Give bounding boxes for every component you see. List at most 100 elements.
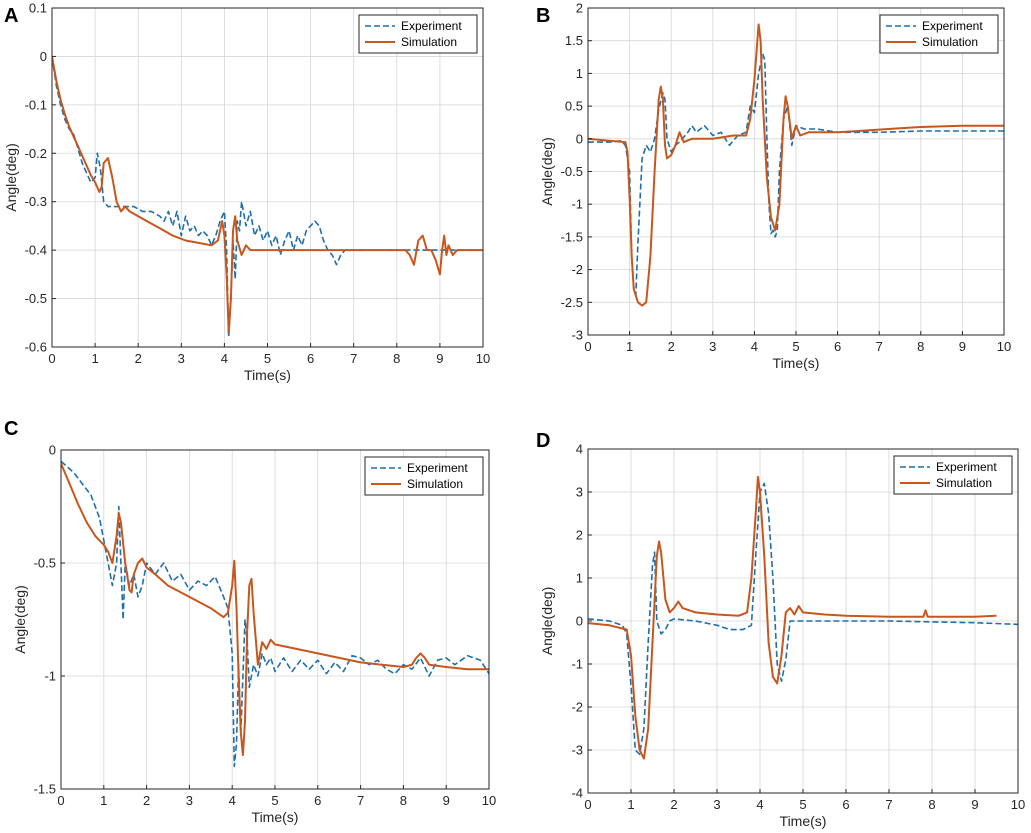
x-tick-label: 7 xyxy=(876,339,883,354)
legend: Experiment Simulation xyxy=(893,455,1013,495)
y-tick-label: -2 xyxy=(571,262,583,277)
x-tick-label: 3 xyxy=(178,351,185,366)
legend: Experiment Simulation xyxy=(879,14,999,54)
legend: Experiment Simulation xyxy=(364,456,484,496)
series-experiment-line xyxy=(61,460,489,768)
legend: Experiment Simulation xyxy=(358,14,478,54)
legend-experiment-label: Experiment xyxy=(922,19,983,33)
x-tick-label: 0 xyxy=(584,797,591,812)
x-tick-label: 10 xyxy=(476,351,490,366)
y-tick-label: 3 xyxy=(576,485,583,500)
x-tick-label: 6 xyxy=(834,339,841,354)
y-tick-label: -1 xyxy=(571,657,583,672)
y-tick-label: -0.3 xyxy=(25,194,47,209)
panel-letter: A xyxy=(4,5,18,27)
y-tick-label: -2.5 xyxy=(561,295,583,310)
y-tick-label: -0.6 xyxy=(25,340,47,355)
x-tick-label: 1 xyxy=(100,793,107,808)
x-axis-label: Time(s) xyxy=(244,367,291,383)
y-tick-label: 0 xyxy=(49,443,56,458)
panel-letter: D xyxy=(536,430,550,452)
legend-box xyxy=(364,456,484,496)
y-tick-label: -1 xyxy=(44,669,56,684)
y-tick-label: -1.5 xyxy=(561,229,583,244)
x-tick-label: 2 xyxy=(135,351,142,366)
x-tick-label: 1 xyxy=(91,351,98,366)
series-experiment-line xyxy=(52,56,483,339)
x-tick-label: 10 xyxy=(482,793,496,808)
x-tick-label: 1 xyxy=(626,339,633,354)
y-axis-label: Angle(deg) xyxy=(3,143,19,212)
series-simulation-line xyxy=(61,463,489,757)
x-tick-label: 4 xyxy=(229,793,236,808)
x-tick-label: 5 xyxy=(271,793,278,808)
x-tick-label: 9 xyxy=(959,339,966,354)
x-tick-label: 3 xyxy=(186,793,193,808)
y-tick-label: 1 xyxy=(576,571,583,586)
x-tick-label: 4 xyxy=(221,351,228,366)
x-tick-label: 8 xyxy=(400,793,407,808)
x-tick-label: 3 xyxy=(713,797,720,812)
x-tick-label: 2 xyxy=(670,797,677,812)
x-tick-label: 8 xyxy=(393,351,400,366)
y-tick-label: 0.1 xyxy=(29,1,47,16)
y-tick-label: -3 xyxy=(571,743,583,758)
y-tick-label: -1.5 xyxy=(34,782,56,797)
y-tick-label: -0.1 xyxy=(25,97,47,112)
x-tick-label: 7 xyxy=(357,793,364,808)
x-tick-label: 0 xyxy=(584,339,591,354)
y-tick-label: -0.5 xyxy=(34,556,56,571)
legend-simulation-label: Simulation xyxy=(401,35,457,49)
y-axis-label: Angle(deg) xyxy=(12,585,28,654)
x-axis-label: Time(s) xyxy=(773,355,820,371)
y-tick-label: -0.5 xyxy=(561,164,583,179)
legend-experiment-label: Experiment xyxy=(936,460,997,474)
series-simulation-line xyxy=(588,23,1004,307)
y-tick-label: -0.5 xyxy=(25,291,47,306)
y-tick-label: 2 xyxy=(576,1,583,16)
y-tick-label: 0.5 xyxy=(565,99,583,114)
x-tick-label: 7 xyxy=(885,797,892,812)
x-tick-label: 1 xyxy=(627,797,634,812)
x-tick-label: 4 xyxy=(756,797,763,812)
y-tick-label: 2 xyxy=(576,528,583,543)
legend-box xyxy=(879,14,999,54)
x-tick-label: 9 xyxy=(436,351,443,366)
y-tick-label: -2 xyxy=(571,700,583,715)
legend-experiment-label: Experiment xyxy=(407,461,468,475)
x-tick-label: 9 xyxy=(443,793,450,808)
y-tick-label: 1.5 xyxy=(565,33,583,48)
x-tick-label: 5 xyxy=(799,797,806,812)
legend-box xyxy=(893,455,1013,495)
y-tick-label: -0.4 xyxy=(25,243,47,258)
x-tick-label: 2 xyxy=(143,793,150,808)
x-tick-label: 6 xyxy=(842,797,849,812)
y-tick-label: 0 xyxy=(576,614,583,629)
x-tick-label: 6 xyxy=(307,351,314,366)
panel-d: D0 1 2 3 4 5 6 7 8 9 1043210-1-2-3-4Time(s)Angle(d… xyxy=(536,430,1025,829)
x-axis-label: Time(s) xyxy=(252,809,299,825)
series-simulation-line xyxy=(588,475,997,760)
panel-a: A 0 1 2 3 4 5 6 7 8 9 10 0.1 0 -0.1 -0.2 -0.3 -0.4 -0.5 -0.… xyxy=(3,1,490,384)
x-tick-label: 8 xyxy=(928,797,935,812)
x-tick-label: 10 xyxy=(997,339,1011,354)
y-axis-label: Angle(deg) xyxy=(539,587,555,656)
y-tick-label: -4 xyxy=(571,786,583,801)
x-tick-label: 3 xyxy=(709,339,716,354)
y-tick-label: 1 xyxy=(576,66,583,81)
x-tick-label: 6 xyxy=(314,793,321,808)
x-tick-label: 4 xyxy=(751,339,758,354)
x-tick-label: 8 xyxy=(917,339,924,354)
x-tick-label: 10 xyxy=(1011,797,1025,812)
series-experiment-line xyxy=(588,482,1018,756)
legend-simulation-label: Simulation xyxy=(936,476,992,490)
legend-box xyxy=(358,14,478,54)
legend-experiment-label: Experiment xyxy=(401,19,462,33)
panel-letter: C xyxy=(4,418,18,440)
x-tick-label: 9 xyxy=(971,797,978,812)
legend-simulation-label: Simulation xyxy=(922,35,978,49)
y-tick-label: -3 xyxy=(571,328,583,343)
x-axis-label: Time(s) xyxy=(780,813,827,829)
x-tick-label: 7 xyxy=(350,351,357,366)
